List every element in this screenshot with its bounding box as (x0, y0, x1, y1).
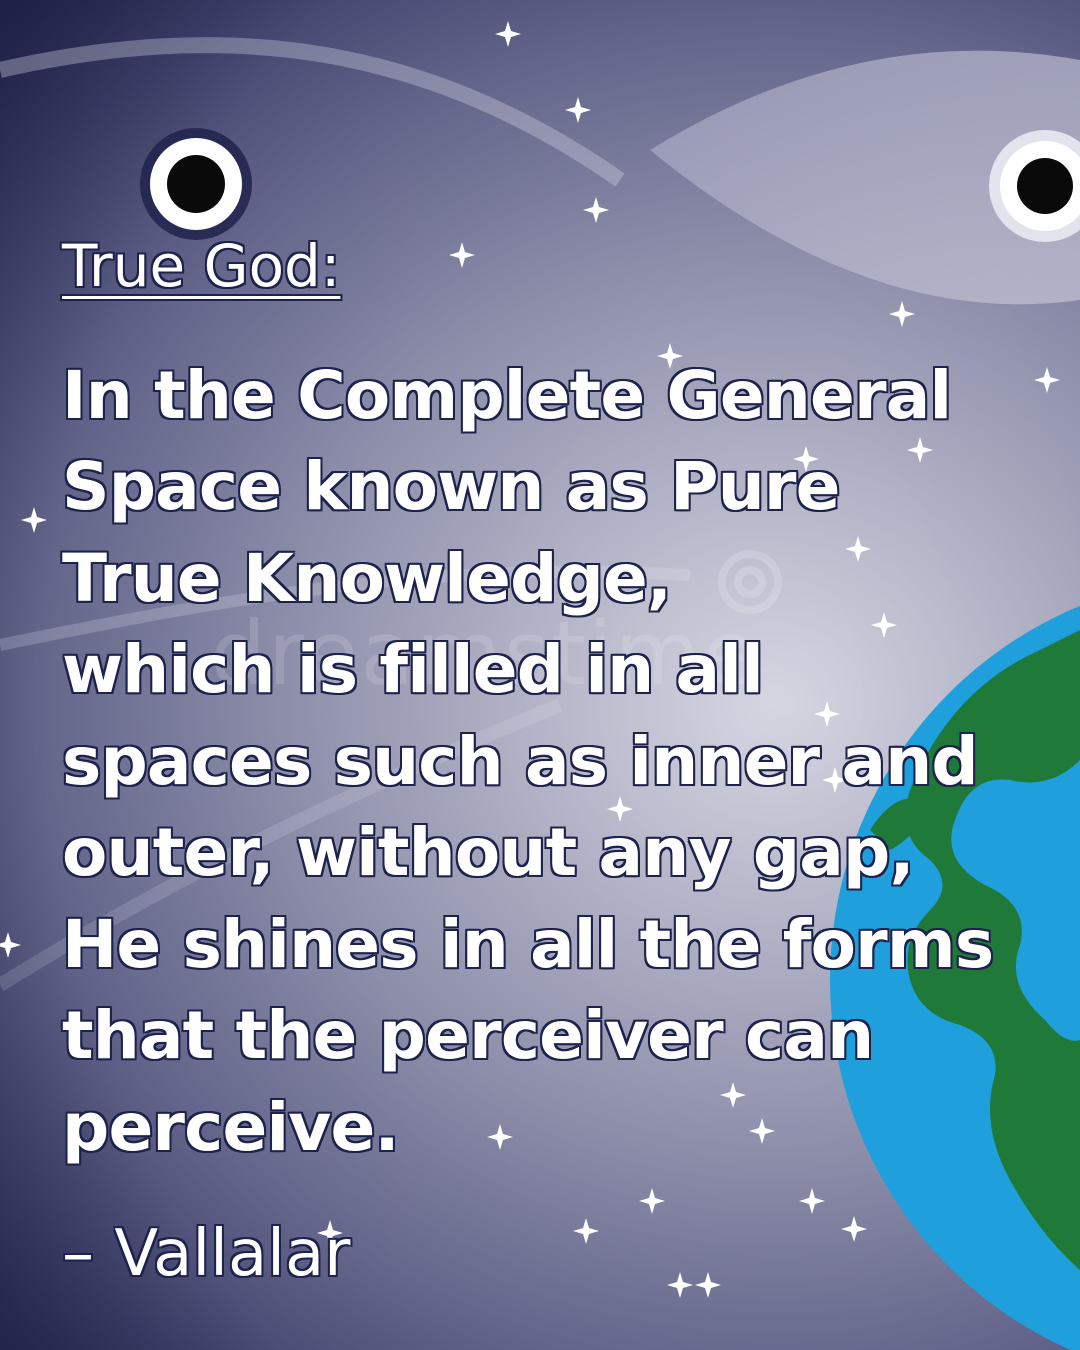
arc-swoosh (0, 698, 563, 991)
quote-author: – Vallalar (62, 1217, 351, 1291)
watermark-swirl-icon (718, 550, 782, 614)
watermark-text: dreamstime (210, 602, 759, 705)
earth-globe-icon (830, 605, 1080, 1350)
eye-shape (650, 50, 1080, 305)
quote-line: spaces such as inner and (62, 722, 979, 800)
quote-title: True God: (62, 232, 341, 300)
quote-line: outer, without any gap, (62, 814, 915, 892)
quote-line: He shines in all the forms (62, 905, 994, 983)
quote-line: In the Complete General (62, 356, 952, 434)
quote-line: that the perceiver can (62, 997, 874, 1075)
arc-swoosh (0, 565, 691, 651)
quote-line: Space known as Pure (62, 448, 840, 526)
right-eye-icon (989, 130, 1080, 242)
star-field (0, 21, 1060, 1298)
quote-line: True Knowledge, (62, 539, 672, 617)
quote-line: perceive. (62, 1088, 400, 1166)
arc-swoosh (0, 37, 625, 187)
left-eye-icon (140, 128, 252, 240)
quote-text: In the Complete General Space known as P… (62, 350, 994, 1174)
quote-card: True God: In the Complete General Space … (62, 232, 994, 1174)
quote-line: which is filled in all (62, 631, 764, 709)
